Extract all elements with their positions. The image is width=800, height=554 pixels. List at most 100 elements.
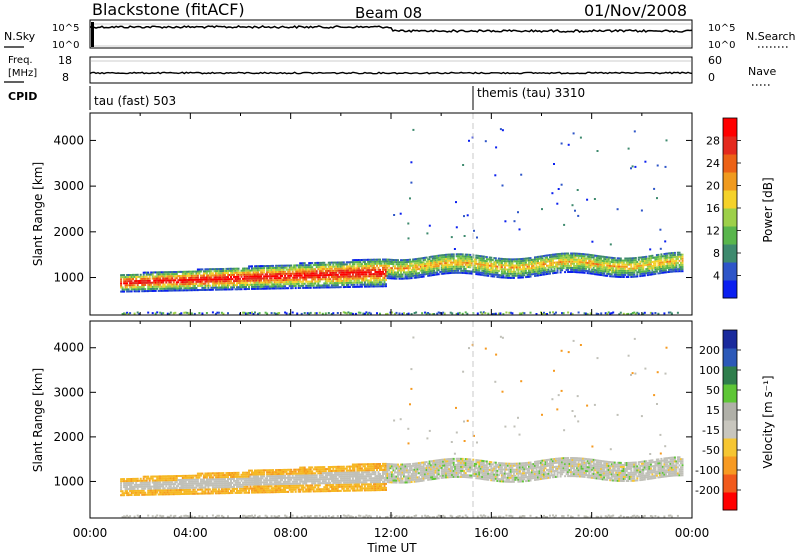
power-cell — [296, 274, 299, 277]
power-cell — [171, 279, 174, 282]
power-cell — [460, 261, 463, 264]
velocity-cell — [168, 475, 171, 478]
velocity-cell — [270, 479, 273, 482]
power-cell — [297, 270, 300, 273]
power-cell — [440, 266, 443, 269]
power-cell — [476, 256, 479, 259]
power-cell — [216, 276, 219, 279]
power-cell — [550, 264, 553, 267]
power-cell — [640, 260, 643, 263]
power-cell — [559, 259, 562, 261]
power-cell — [302, 280, 305, 283]
power-cell — [240, 282, 243, 284]
power-cell — [163, 277, 166, 280]
velocity-cell — [160, 485, 163, 488]
power-cell — [216, 268, 219, 271]
power-cell — [242, 279, 244, 282]
power-cell — [454, 269, 457, 272]
power-cell — [678, 253, 681, 256]
power-cell — [257, 269, 260, 272]
power-cell — [127, 280, 130, 283]
power-cell — [139, 273, 142, 276]
power-cell — [302, 266, 305, 269]
power-cell — [382, 264, 384, 267]
power-cell — [451, 265, 454, 268]
power-cell — [553, 265, 556, 268]
velocity-cell — [171, 487, 174, 490]
power-cell — [421, 265, 424, 268]
power-cell — [294, 280, 297, 283]
power-cell — [598, 265, 601, 268]
power-cell — [541, 312, 544, 315]
power-cell — [335, 275, 338, 278]
power-cell — [546, 256, 548, 259]
power-cell — [585, 267, 588, 270]
power-cell — [517, 274, 520, 277]
power-cell — [670, 312, 673, 315]
power-cell — [424, 258, 427, 261]
power-cell — [576, 254, 579, 257]
power-cell — [437, 311, 440, 314]
power-cell — [299, 274, 302, 277]
power-cell — [431, 261, 434, 264]
power-cell — [374, 273, 377, 276]
velocity-cell — [243, 489, 246, 492]
velocity-cell — [252, 487, 255, 490]
power-cell — [303, 272, 306, 275]
power-cell — [193, 312, 196, 315]
velocity-cell — [184, 490, 187, 493]
power-cell — [567, 266, 570, 269]
velocity-cell — [239, 481, 241, 484]
power-cell — [243, 271, 246, 274]
velocity-cell — [242, 514, 244, 517]
power-cell — [485, 260, 488, 263]
power-cell — [345, 269, 348, 272]
power-cell — [385, 283, 387, 286]
power-cell — [275, 271, 278, 273]
power-cell — [652, 271, 655, 273]
power-cell — [178, 289, 181, 292]
power-cell — [627, 273, 630, 276]
power-cell — [183, 281, 186, 284]
power-cell — [449, 261, 452, 264]
velocity-cell — [202, 482, 205, 485]
power-cell — [359, 263, 362, 266]
power-cell — [476, 312, 479, 315]
power-cell — [478, 267, 481, 270]
power-cell — [658, 255, 661, 258]
power-cell — [625, 265, 628, 268]
power-cell — [199, 278, 202, 281]
power-cell — [546, 264, 548, 267]
power-cell — [359, 273, 362, 276]
power-cell — [660, 253, 663, 256]
power-cell — [485, 258, 488, 261]
power-cell — [549, 272, 551, 275]
power-cell — [246, 269, 249, 272]
power-cell — [410, 264, 413, 267]
power-cell — [473, 229, 475, 232]
power-cell — [634, 259, 637, 262]
velocity-cell — [233, 473, 235, 476]
power-cell — [591, 268, 594, 271]
power-cell — [214, 284, 217, 287]
velocity-cell — [251, 489, 253, 492]
power-cell — [582, 267, 585, 270]
velocity-cell — [273, 489, 276, 492]
power-cell — [166, 285, 169, 288]
power-cell — [630, 167, 632, 170]
power-cell — [243, 267, 246, 270]
power-cell — [380, 262, 383, 265]
power-cell — [260, 285, 263, 288]
power-cell — [377, 260, 380, 263]
velocity-cell — [190, 480, 193, 483]
power-cell — [327, 286, 330, 289]
power-cell — [658, 266, 661, 268]
power-cell — [357, 259, 360, 261]
power-cell — [663, 255, 666, 258]
velocity-cell — [172, 479, 175, 482]
power-cell — [639, 256, 642, 259]
velocity-cell — [237, 475, 240, 478]
power-cell — [347, 279, 350, 282]
velocity-cell — [255, 491, 258, 494]
velocity-cell — [249, 479, 252, 482]
